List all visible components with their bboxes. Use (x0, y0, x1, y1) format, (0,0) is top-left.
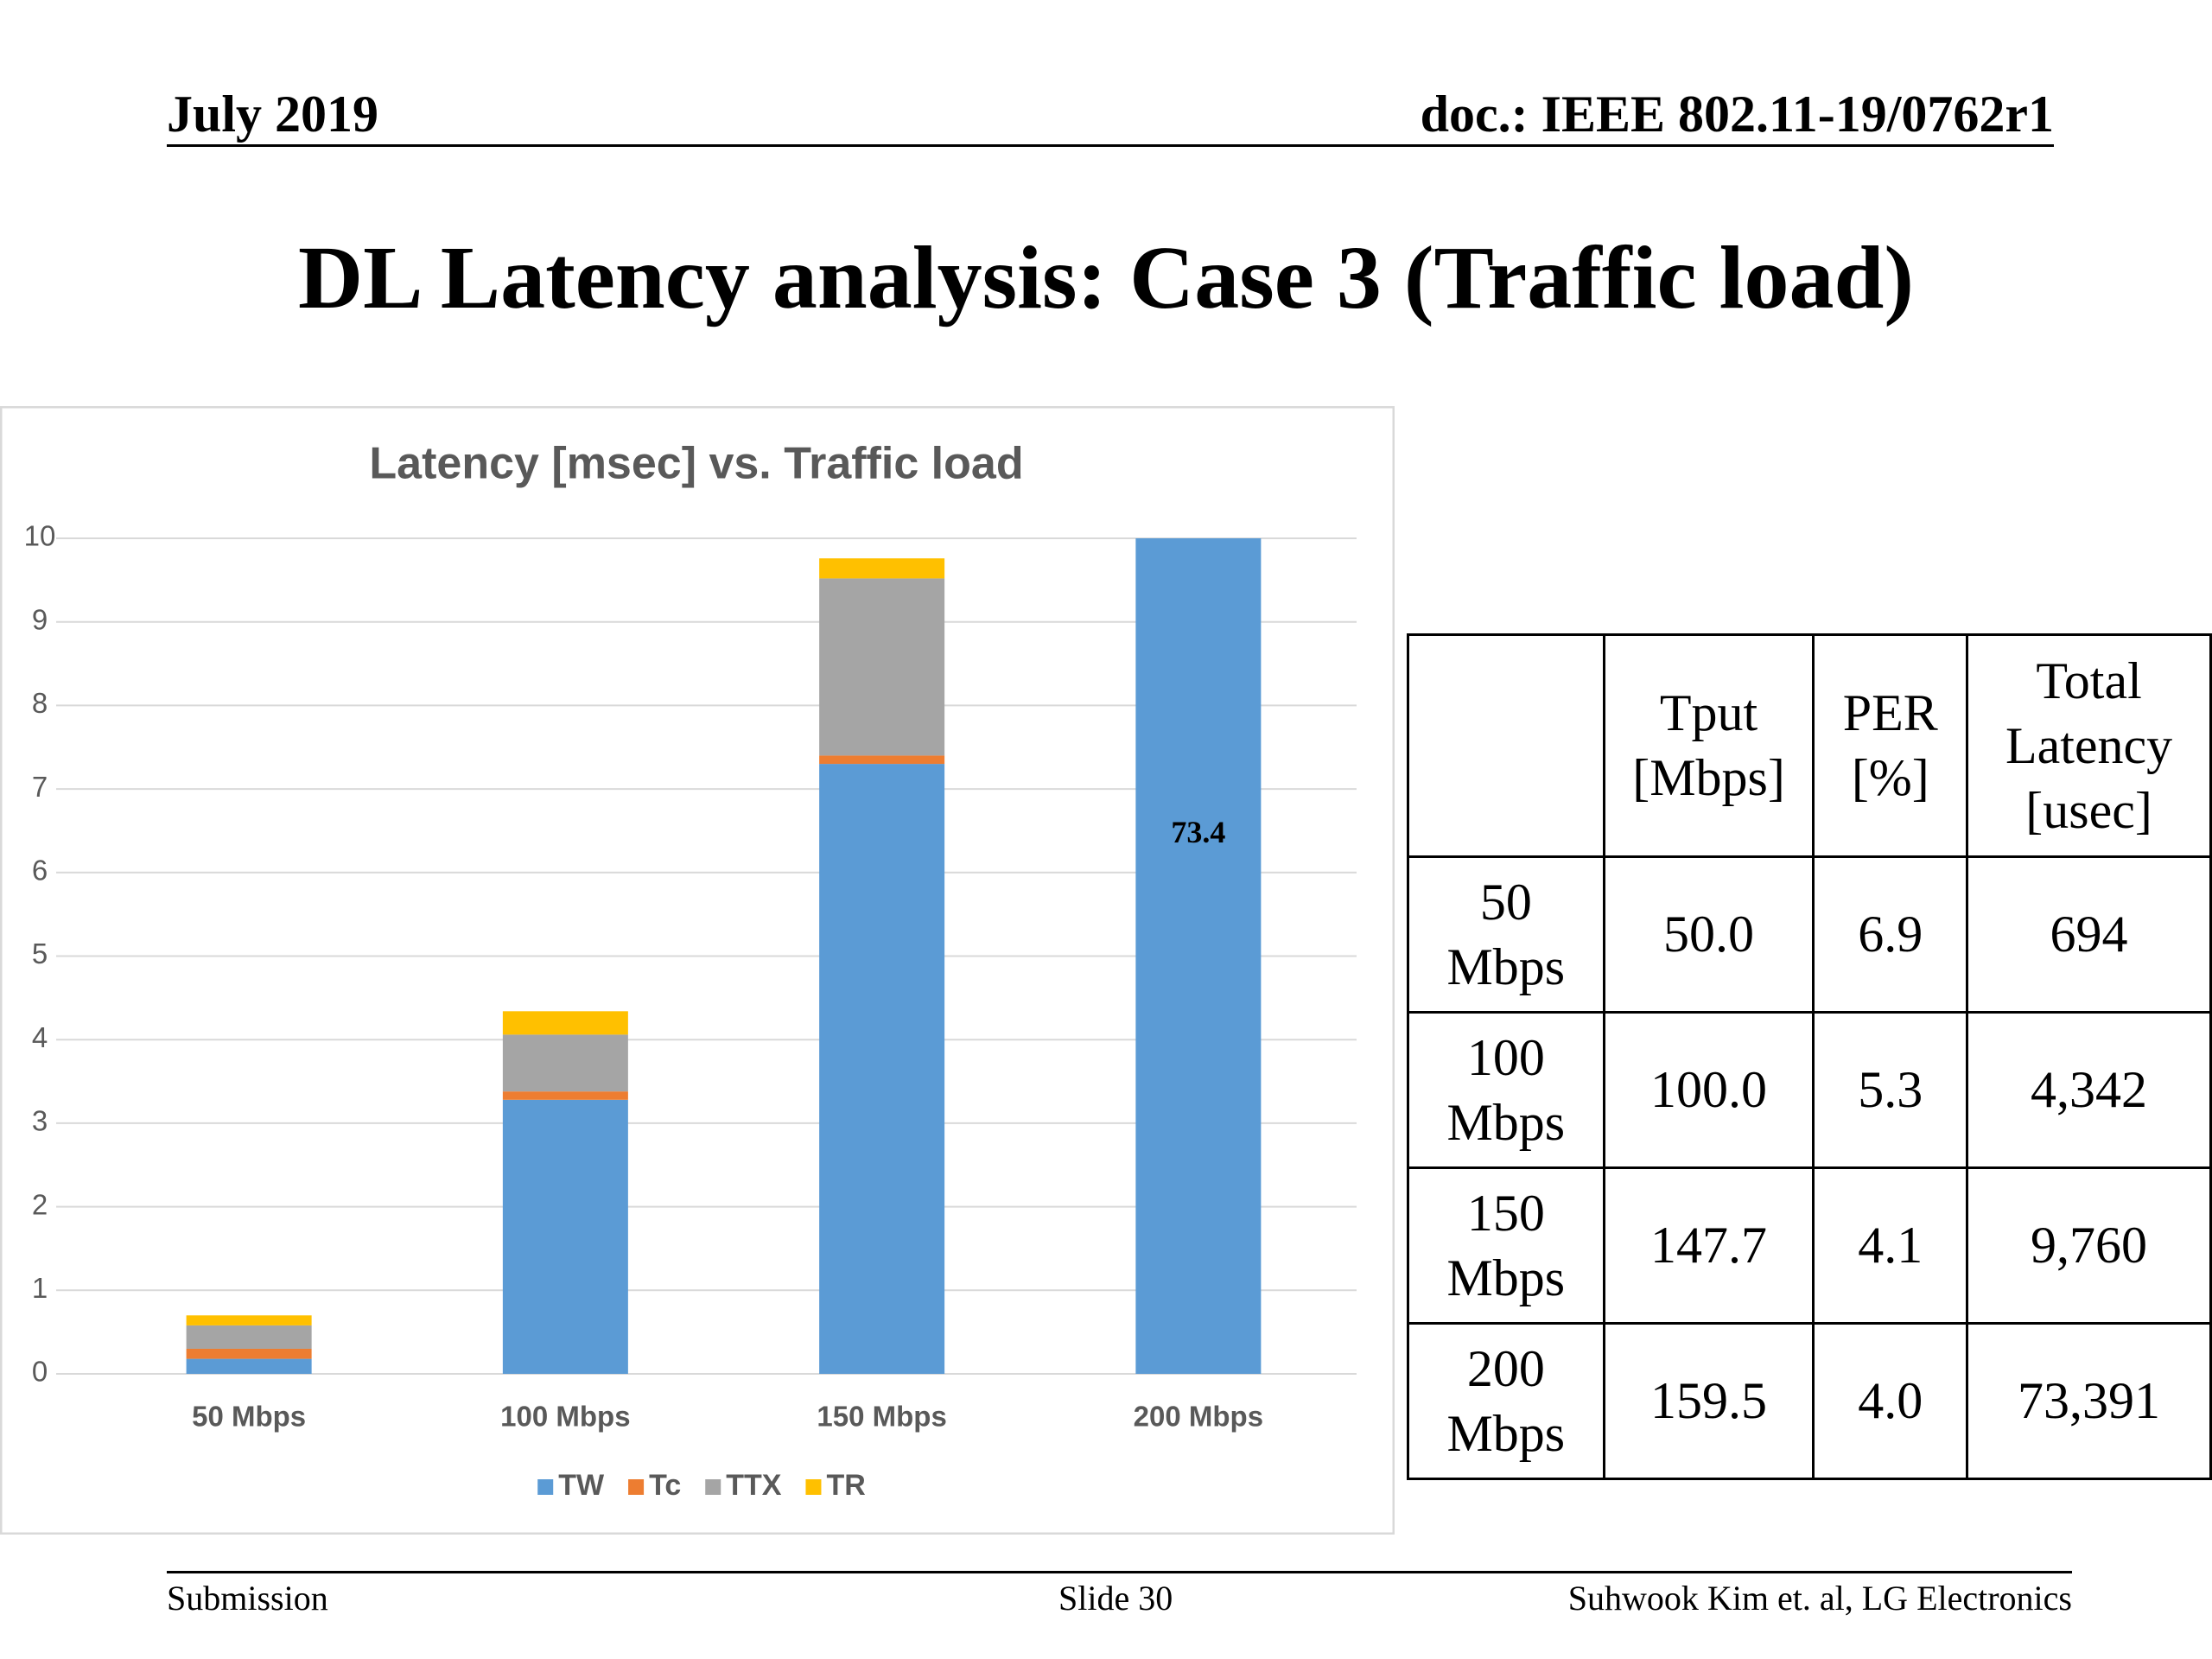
y-tick-label: 2 (32, 1188, 48, 1220)
table-cell: 4.1 (1812, 1166, 1969, 1325)
plot-area (186, 538, 1262, 1374)
bar-segment (186, 1358, 312, 1374)
table-row-header: 100 Mbps (1407, 1011, 1605, 1169)
header-rule (167, 144, 2054, 147)
legend-swatch (705, 1479, 721, 1495)
table-cell: 694 (1966, 855, 2212, 1014)
bar-segment (502, 1011, 628, 1035)
table-corner (1407, 633, 1605, 858)
table-row-header: 200 Mbps (1407, 1322, 1605, 1480)
legend-swatch (805, 1479, 822, 1495)
table-header-cell: PER [%] (1812, 633, 1969, 858)
table-row: 150 Mbps 147.7 4.1 9,760 (1407, 1166, 2212, 1325)
y-tick-label: 4 (32, 1021, 48, 1053)
bar-segment (186, 1325, 312, 1349)
table-row-header: 50 Mbps (1407, 855, 1605, 1014)
y-tick-label: 5 (32, 938, 48, 969)
table-cell: 9,760 (1966, 1166, 2212, 1325)
table-header-row: Tput [Mbps] PER [%] Total Latency [usec] (1407, 633, 2212, 858)
x-tick-label: 200 Mbps (1134, 1401, 1263, 1433)
table-row: 100 Mbps 100.0 5.3 4,342 (1407, 1011, 2212, 1169)
legend: TW Tc TTX TR (537, 1469, 866, 1502)
bar-segment (502, 1091, 628, 1100)
legend-swatch (628, 1479, 645, 1495)
table-cell: 4.0 (1812, 1322, 1969, 1480)
legend-label: TW (558, 1469, 605, 1502)
y-tick-label: 6 (32, 855, 48, 887)
footer-rule (167, 1571, 2072, 1573)
footer-left: Submission (167, 1579, 328, 1618)
data-table: Tput [Mbps] PER [%] Total Latency [usec] 5… (1407, 633, 2212, 1480)
bar-segment (819, 578, 945, 756)
y-tick-label: 7 (32, 771, 48, 803)
x-tick-label: 50 Mbps (192, 1401, 306, 1433)
table-row-header: 150 Mbps (1407, 1166, 1605, 1325)
legend-label: TR (826, 1469, 865, 1502)
y-tick-label: 1 (32, 1272, 48, 1304)
bar-segment (819, 558, 945, 579)
bar-segment (819, 755, 945, 765)
table-cell: 6.9 (1812, 855, 1969, 1014)
y-tick-label: 3 (32, 1105, 48, 1137)
chart-title: Latency [msec] vs. Traffic load (369, 439, 1023, 489)
legend-label: TTX (726, 1469, 782, 1502)
table-cell: 100.0 (1602, 1011, 1815, 1169)
x-tick-label: 100 Mbps (500, 1401, 630, 1433)
table-cell: 73,391 (1966, 1322, 2212, 1480)
chart: Latency [msec] vs. Traffic load 0 1 2 3 4 5 6 7… (0, 406, 1395, 1535)
legend-swatch (537, 1479, 554, 1495)
data-label: 73.4 (1171, 815, 1225, 849)
table-row: 50 Mbps 50.0 6.9 694 (1407, 855, 2212, 1014)
table-header-cell: Tput [Mbps] (1602, 633, 1815, 858)
y-tick-label: 8 (32, 687, 48, 719)
bar-segment (502, 1034, 628, 1092)
header-doc: doc.: IEEE 802.11-19/0762r1 (1420, 86, 2054, 143)
bar-segment (186, 1348, 312, 1359)
slide-title: DL Latency analysis: Case 3 (Traffic loa… (298, 228, 1914, 327)
bar-segment (502, 1099, 628, 1374)
bar-segment (1135, 538, 1262, 1374)
header-date: July 2019 (167, 86, 379, 143)
table-cell: 4,342 (1966, 1011, 2212, 1169)
footer-right: Suhwook Kim et. al, LG Electronics (1567, 1579, 2072, 1618)
y-tick-label: 10 (24, 520, 56, 552)
table-cell: 147.7 (1602, 1166, 1815, 1325)
table-cell: 50.0 (1602, 855, 1815, 1014)
table-row: 200 Mbps 159.5 4.0 73,391 (1407, 1322, 2212, 1480)
table-cell: 5.3 (1812, 1011, 1969, 1169)
legend-label: Tc (649, 1469, 681, 1502)
table-header-cell: Total Latency [usec] (1966, 633, 2212, 858)
table-cell: 159.5 (1602, 1322, 1815, 1480)
footer-center: Slide 30 (1058, 1579, 1173, 1618)
x-tick-label: 150 Mbps (817, 1401, 946, 1433)
bar-segment (186, 1315, 312, 1325)
y-tick-label: 0 (32, 1356, 48, 1388)
y-tick-label: 9 (32, 603, 48, 635)
bar-segment (819, 764, 945, 1374)
